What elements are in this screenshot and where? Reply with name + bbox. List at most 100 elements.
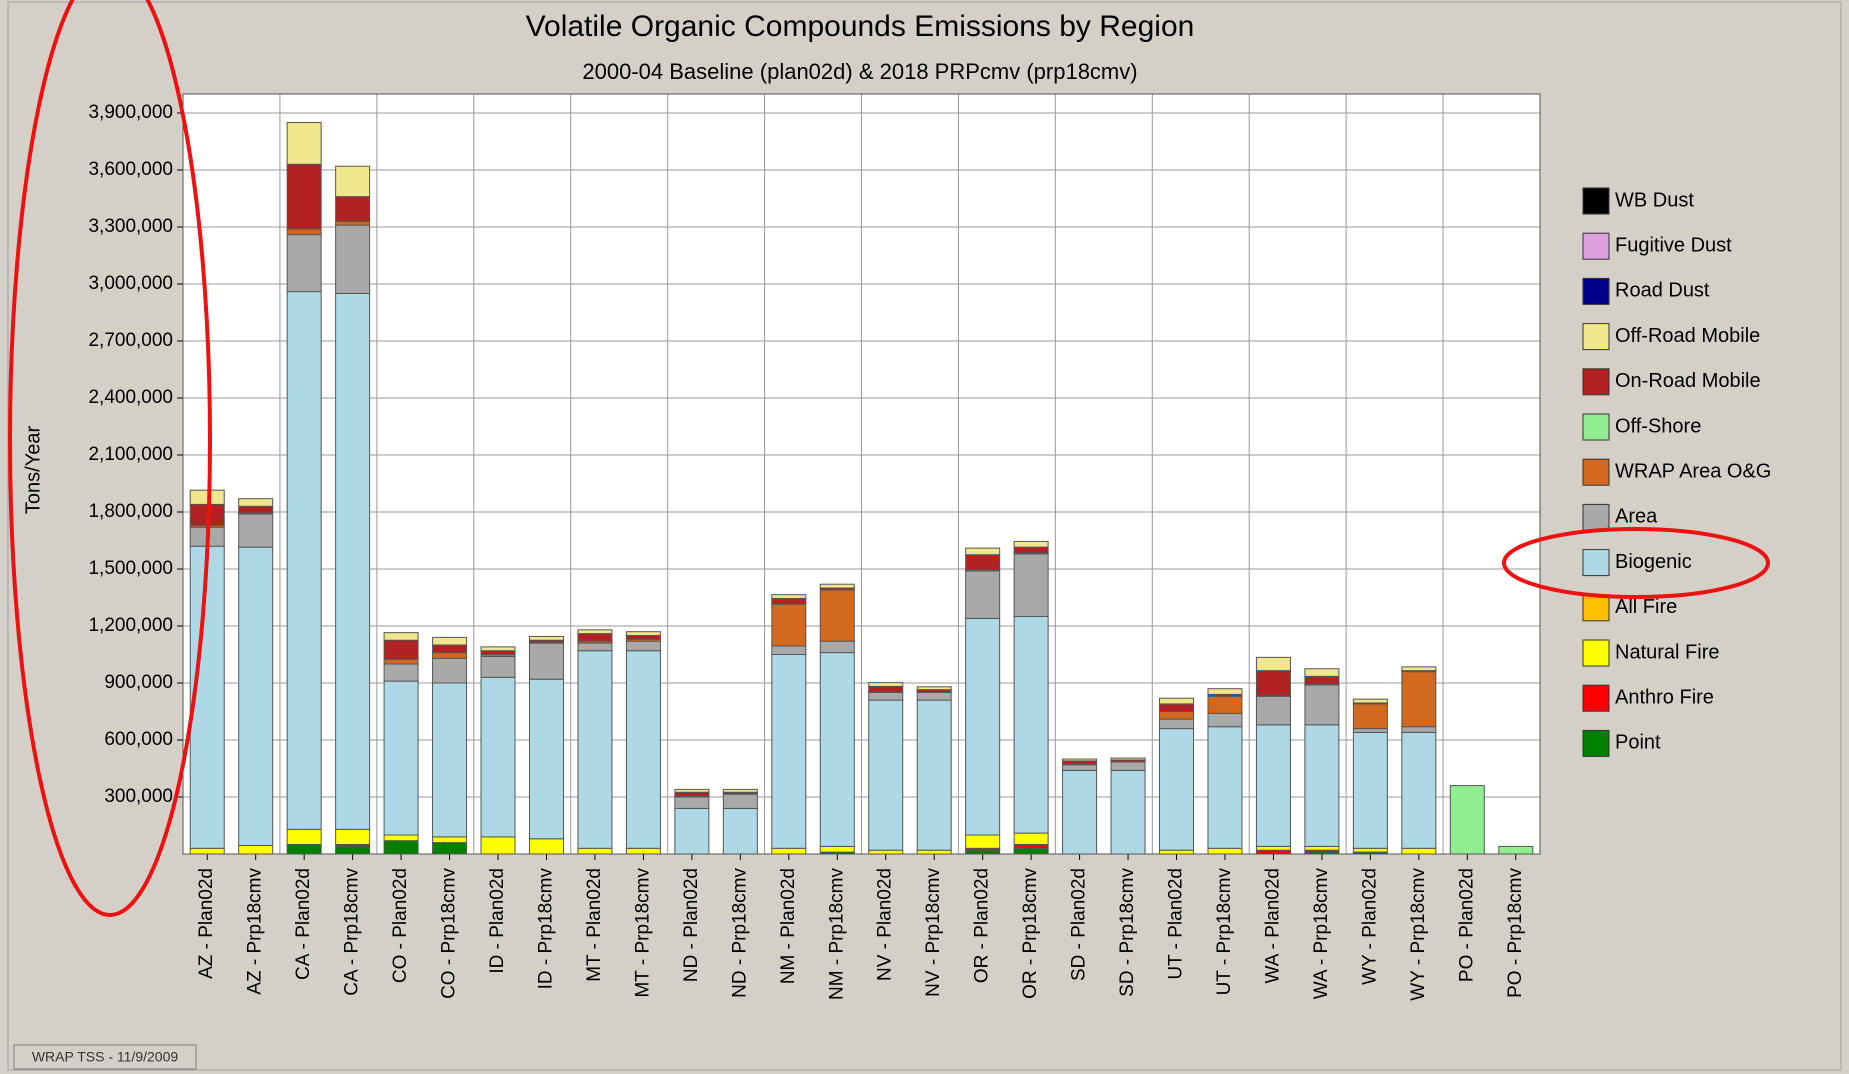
- bar-segment: [1207, 847, 1243, 855]
- bar-segment: [1013, 616, 1049, 834]
- bar-segment: [577, 650, 613, 849]
- bar-segment: [335, 293, 371, 830]
- bar-segment: [1304, 845, 1340, 851]
- bar-segment: [722, 788, 758, 793]
- bar-segment: [625, 635, 661, 640]
- legend-swatch: [1582, 684, 1610, 712]
- bar-segment: [432, 652, 468, 659]
- legend-swatch: [1582, 368, 1610, 396]
- bar-segment: [819, 640, 855, 654]
- bar-segment: [819, 589, 855, 642]
- legend-label: Off-Road Mobile: [1615, 325, 1760, 347]
- legend-swatch: [1582, 639, 1610, 667]
- legend-label: Area: [1615, 506, 1658, 528]
- bar-segment: [771, 603, 807, 647]
- legend-label: Off-Shore: [1615, 415, 1701, 437]
- y-tick-label: 1,200,000: [88, 615, 173, 636]
- bar-segment: [771, 597, 807, 605]
- bar-segment: [625, 640, 661, 652]
- bar-segment: [965, 617, 1001, 836]
- y-tick-label: 600,000: [104, 729, 173, 750]
- bar-segment: [1013, 844, 1049, 849]
- bar-segment: [1207, 688, 1243, 695]
- y-tick-label: 3,900,000: [88, 102, 173, 123]
- bar-segment: [819, 652, 855, 847]
- bar-segment: [577, 642, 613, 652]
- bar-segment: [868, 699, 904, 851]
- bar-segment: [1352, 731, 1388, 849]
- bar-segment: [1013, 832, 1049, 845]
- bar-segment: [1062, 769, 1098, 855]
- bar-segment: [1352, 698, 1388, 704]
- y-tick-label: 300,000: [104, 786, 173, 807]
- x-tick-label: UT - Plan02d: [1166, 868, 1187, 980]
- bar-segment: [1013, 847, 1049, 855]
- bar-segment: [1110, 769, 1146, 855]
- legend-swatch: [1582, 729, 1610, 757]
- bar-segment: [432, 836, 468, 844]
- bar-segment: [1207, 712, 1243, 728]
- bar-segment: [1159, 849, 1195, 855]
- x-tick-label: NV - Prp18cmv: [923, 868, 944, 997]
- bar-segment: [1062, 758, 1098, 762]
- bar-segment: [480, 650, 516, 656]
- legend-swatch: [1582, 458, 1610, 486]
- y-tick-label: 2,700,000: [88, 330, 173, 351]
- x-tick-label: PO - Prp18cmv: [1505, 868, 1526, 998]
- y-tick-label: 3,300,000: [88, 216, 173, 237]
- bar-segment: [286, 828, 322, 845]
- x-tick-label: CA - Prp18cmv: [342, 868, 363, 996]
- x-tick-label: CO - Prp18cmv: [439, 868, 460, 999]
- bar-segment: [722, 793, 758, 809]
- x-tick-label: ND - Prp18cmv: [729, 868, 750, 998]
- bar-segment: [965, 570, 1001, 619]
- bar-segment: [1159, 697, 1195, 705]
- bar-segment: [189, 545, 225, 849]
- legend-label: Road Dust: [1615, 280, 1710, 302]
- bar-segment: [189, 847, 225, 855]
- bar-segment: [1304, 668, 1340, 677]
- bar-segment: [1159, 718, 1195, 730]
- bar-segment: [771, 847, 807, 855]
- bar-segment: [1159, 728, 1195, 851]
- bar-segment: [1013, 553, 1049, 617]
- bar-segment: [383, 834, 419, 842]
- x-tick-label: AZ - Plan02d: [196, 868, 217, 979]
- bar-segment: [432, 682, 468, 838]
- x-tick-label: ID - Plan02d: [487, 868, 508, 974]
- y-tick-label: 3,600,000: [88, 159, 173, 180]
- bar-segment: [965, 849, 1001, 855]
- legend-swatch: [1582, 594, 1610, 622]
- bar-segment: [819, 845, 855, 853]
- bar-segment: [383, 840, 419, 855]
- bar-segment: [965, 554, 1001, 571]
- bar-segment: [286, 234, 322, 293]
- bar-segment: [1352, 703, 1388, 730]
- bar-segment: [819, 583, 855, 589]
- bar-segment: [868, 685, 904, 693]
- legend-label: WRAP Area O&G: [1615, 460, 1771, 482]
- bar-segment: [771, 594, 807, 599]
- x-tick-label: WY - Plan02d: [1359, 868, 1380, 985]
- bar-segment: [1062, 764, 1098, 771]
- legend-swatch: [1582, 277, 1610, 305]
- bar-segment: [1110, 761, 1146, 771]
- legend-label: Biogenic: [1615, 551, 1692, 573]
- x-tick-label: MT - Plan02d: [584, 868, 605, 982]
- bar-segment: [722, 807, 758, 855]
- bar-segment: [1304, 724, 1340, 847]
- bar-segment: [383, 680, 419, 836]
- x-tick-label: ID - Prp18cmv: [535, 868, 556, 990]
- y-tick-label: 2,400,000: [88, 387, 173, 408]
- bar-segment: [1449, 785, 1485, 855]
- bar-segment: [335, 196, 371, 222]
- y-axis-label: Tons/Year: [22, 426, 44, 515]
- bar-segment: [965, 834, 1001, 849]
- bar-segment: [335, 845, 371, 855]
- bar-segment: [335, 165, 371, 198]
- legend-swatch: [1582, 413, 1610, 441]
- chart-subtitle: 2000-04 Baseline (plan02d) & 2018 PRPcmv…: [582, 59, 1137, 84]
- legend-swatch: [1582, 323, 1610, 351]
- bar-segment: [480, 646, 516, 652]
- bar-segment: [1401, 666, 1437, 672]
